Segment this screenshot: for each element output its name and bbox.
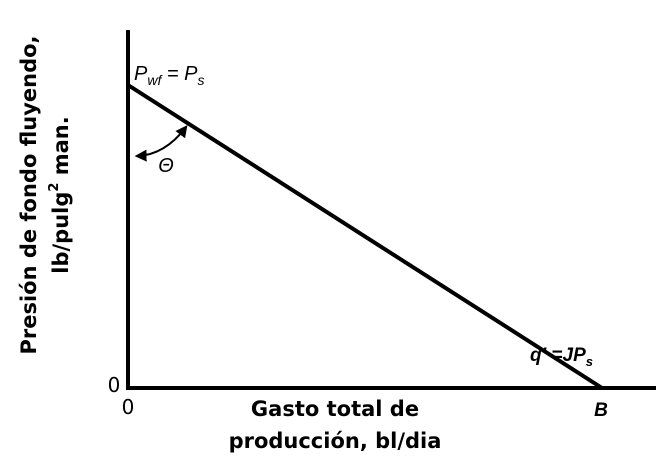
x-origin: 0 <box>122 395 135 419</box>
label-sup: 2 <box>47 183 62 192</box>
ann-text: q' =JP <box>530 345 586 366</box>
y-origin: 0 <box>108 373 121 397</box>
top-annotation: Pwf = Ps <box>134 63 204 88</box>
label-text: lb/pulg <box>49 192 73 274</box>
x-axis-label-line2: producción, bl/dia <box>229 429 442 453</box>
ann-sub: s <box>197 72 204 88</box>
end-point: B <box>594 400 608 421</box>
end-annotation: q' =JPs <box>530 345 593 369</box>
ann-text: = P <box>161 63 198 85</box>
y-axis-label-line1: Presión de fondo fluyendo, <box>17 35 41 354</box>
label-text: man. <box>49 116 73 182</box>
ann-text: P <box>134 63 148 85</box>
angle-arc <box>134 125 188 162</box>
ipr-line <box>126 83 604 390</box>
y-axis-label-line2: lb/pulg2 man. <box>47 116 74 273</box>
ann-sub: s <box>586 354 593 369</box>
ann-sub: wf <box>147 72 163 88</box>
angle-label: Θ <box>158 155 174 177</box>
x-axis-label-line1: Gasto total de <box>251 397 419 421</box>
